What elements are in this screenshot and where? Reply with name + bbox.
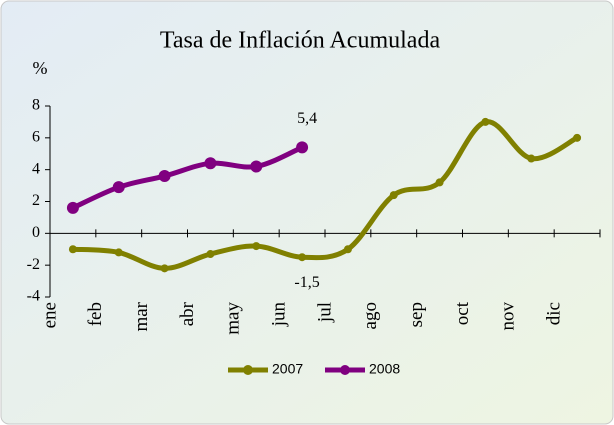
x-tick-label: may: [223, 302, 244, 335]
legend-marker: [243, 365, 253, 375]
x-tick-label: abr: [177, 301, 198, 326]
y-tick-label: 6: [32, 129, 40, 146]
data-point: [206, 250, 215, 259]
x-tick-label: jun: [268, 302, 289, 328]
x-tick-label: sep: [406, 302, 427, 327]
y-tick-label: 4: [32, 160, 40, 177]
x-tick-label: ago: [360, 302, 381, 329]
data-point: [204, 157, 217, 170]
data-point: [114, 248, 123, 257]
data-point: [160, 264, 169, 273]
y-tick-label: -2: [27, 256, 40, 273]
chart-title: Tasa de Inflación Acumulada: [160, 28, 441, 54]
data-point: [481, 117, 490, 126]
data-point: [250, 160, 263, 173]
x-tick-label: dic: [543, 302, 564, 325]
y-tick-label: 8: [32, 97, 40, 114]
y-tick-label: 2: [32, 192, 40, 209]
data-point: [66, 201, 79, 214]
data-point: [573, 133, 582, 142]
x-tick-label: feb: [85, 302, 106, 326]
data-point: [252, 242, 261, 251]
y-tick-label: 0: [32, 224, 40, 241]
data-label: -1,5: [294, 274, 319, 291]
legend-marker: [340, 365, 350, 375]
x-tick-label: oct: [452, 301, 473, 325]
x-tick-label: jul: [314, 302, 335, 323]
legend-label: 2007: [272, 361, 303, 377]
x-tick-label: ene: [39, 302, 60, 328]
data-point: [158, 170, 171, 183]
data-point: [527, 154, 536, 163]
y-axis-label: %: [33, 58, 48, 78]
legend-label: 2008: [369, 361, 400, 377]
x-tick-label: mar: [131, 301, 152, 331]
y-tick-label: -4: [27, 288, 40, 305]
data-point: [298, 253, 307, 262]
x-tick-label: nov: [498, 302, 519, 331]
data-point: [112, 181, 125, 194]
data-point: [343, 245, 352, 254]
data-point: [389, 191, 398, 200]
data-label: 5,4: [297, 110, 317, 127]
data-point: [435, 178, 444, 187]
data-point: [68, 245, 77, 254]
data-point: [296, 141, 309, 154]
